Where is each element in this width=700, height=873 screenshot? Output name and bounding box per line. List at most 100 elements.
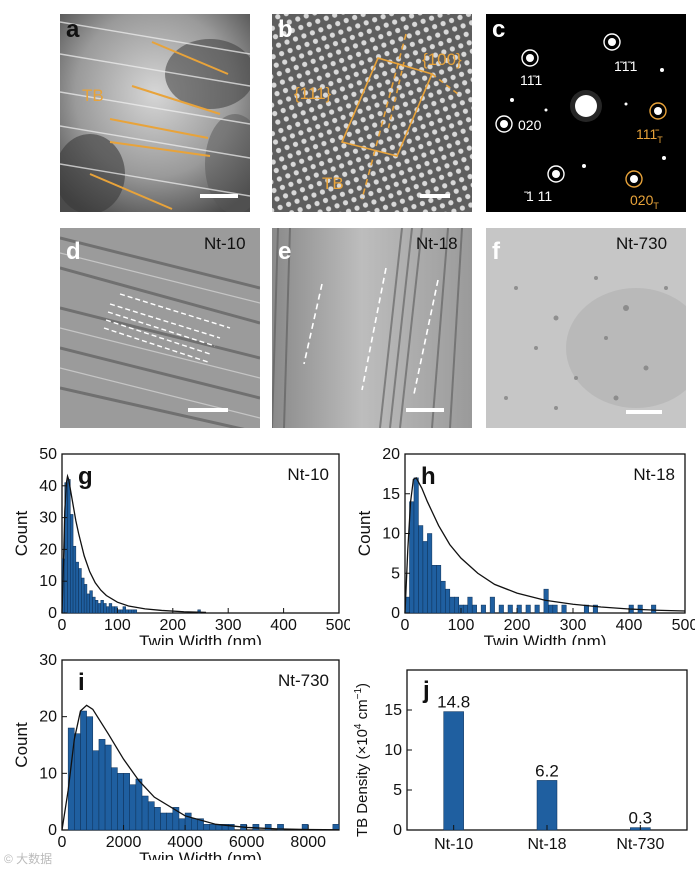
histogram-bar	[166, 812, 174, 831]
histogram-bar	[440, 580, 446, 614]
histogram-bar	[72, 545, 77, 614]
chart-panel-label: j	[422, 677, 430, 704]
panel-d-scale-bar	[188, 408, 228, 412]
x-tick-label: 100	[448, 617, 475, 634]
histogram-bar	[422, 541, 428, 614]
y-tick-label: 5	[391, 565, 400, 582]
panel-a-tb-annotation: TB	[82, 86, 104, 105]
panel-f-sample-tag: Nt-730	[616, 234, 668, 253]
histogram-bar	[97, 603, 102, 614]
histogram-bar	[125, 609, 129, 614]
y-axis-label: Count	[12, 722, 31, 768]
x-tick-label: 2000	[106, 834, 142, 851]
y-tick-label: 20	[382, 446, 400, 463]
y-axis-label: Count	[355, 511, 374, 557]
x-tick-label: 400	[270, 617, 297, 634]
histogram-bar	[83, 584, 88, 614]
spot-label-1: 11̄1	[520, 72, 543, 88]
panel-a-tem-image: a TB	[60, 14, 250, 212]
y-tick-label: 15	[382, 486, 400, 503]
panel-e-scale-bar	[406, 408, 444, 412]
y-tick-label: 0	[48, 822, 57, 839]
histogram-bar	[480, 604, 486, 614]
histogram-bar	[418, 525, 424, 614]
histogram-bar	[89, 590, 93, 614]
histogram-bar	[534, 604, 540, 614]
histogram-bar	[80, 710, 87, 831]
histogram-bar	[592, 604, 598, 614]
panel-b-hrtem-image: b {111} {100} TB	[272, 14, 472, 212]
y-tick-label: 0	[48, 605, 57, 622]
y-tick-label: 10	[39, 765, 57, 782]
histogram-bar	[74, 733, 81, 831]
panel-e-sample-tag: Nt-18	[416, 234, 458, 253]
histogram-bar	[135, 778, 143, 831]
y-tick-label: 30	[39, 652, 57, 669]
data-label: 0.3	[629, 809, 653, 828]
histogram-bar	[552, 604, 558, 614]
chart-panel-label: h	[421, 463, 436, 490]
x-axis-label: Twin Width (nm)	[139, 849, 262, 860]
histogram-bar	[70, 514, 74, 614]
histogram-bar	[467, 596, 473, 614]
fit-curve	[404, 476, 686, 614]
sample-name: Nt-18	[633, 465, 675, 484]
histogram-bar	[507, 604, 513, 614]
histogram-bar	[110, 767, 118, 831]
histogram-bar	[178, 818, 186, 831]
category-label: Nt-730	[616, 836, 664, 853]
histogram-bar	[209, 824, 217, 831]
histogram-bar	[154, 807, 161, 831]
panel-f-tem-image: f Nt-730	[486, 228, 686, 428]
x-tick-label: 200	[504, 617, 531, 634]
fit-curve	[61, 473, 207, 614]
histogram-bar	[117, 773, 124, 831]
chart-i-nt730-histogram: 0 2000 4000 6000 8000 0 10 20 30 Twin Width (nm) C…	[12, 652, 340, 860]
panel-c-diffraction: c 11̄1 1̄1̄1 020 111̄T ̄1 11 020T	[486, 14, 686, 212]
panel-a-micrograph	[60, 14, 250, 212]
histogram-bar	[106, 606, 110, 614]
fit-curve	[61, 704, 340, 831]
chart-j-tb-density-bars: 14.8 Nt-10 6.2 Nt-18 0.3 Nt-730 0 5 10 15 TB Densi…	[353, 669, 688, 853]
panel-c-label: c	[492, 16, 506, 43]
panel-e-label: e	[278, 238, 292, 265]
histogram-bar	[498, 604, 504, 614]
histogram-bar	[454, 596, 460, 614]
histogram-bar	[436, 565, 442, 614]
panel-b-100-annotation: {100}	[422, 50, 462, 69]
histogram-bar	[103, 603, 107, 614]
chart-h-nt18-histogram: 0 100 200 300 400 500 0 5 10 15 20 Twin Width (nm) C…	[355, 446, 695, 645]
histogram-bar	[264, 824, 272, 831]
category-label: Nt-18	[527, 836, 566, 853]
category-label: Nt-10	[434, 836, 473, 853]
panel-a-label: a	[66, 16, 80, 43]
data-label: 6.2	[535, 761, 559, 780]
y-tick-label: 20	[39, 709, 57, 726]
histogram-bar	[413, 477, 419, 614]
x-tick-label: 0	[58, 834, 67, 851]
histogram-bar	[489, 596, 495, 614]
histogram-bar	[133, 609, 138, 614]
x-tick-label: 8000	[290, 834, 326, 851]
panel-f-scale-bar	[626, 410, 662, 414]
histogram-bar	[67, 479, 71, 614]
histogram-bar	[160, 812, 167, 831]
histogram-bar	[92, 596, 96, 614]
x-tick-label: 6000	[229, 834, 265, 851]
chart-panel-label: g	[78, 463, 93, 490]
x-tick-label: 4000	[167, 834, 203, 851]
histogram-bar	[131, 609, 135, 614]
y-tick-label: 20	[39, 541, 57, 558]
y-tick-label: 15	[384, 702, 402, 719]
x-tick-label: 0	[401, 617, 410, 634]
histogram-bar	[227, 824, 235, 831]
histogram-bar	[122, 606, 126, 614]
panel-d-micrograph	[60, 228, 260, 428]
y-axis-label-exp1: 4	[353, 723, 364, 729]
panel-b-label: b	[278, 16, 293, 43]
panel-d-tem-image: d Nt-10	[60, 228, 260, 428]
panel-b-scale-bar	[420, 194, 450, 198]
x-tick-label: 400	[616, 617, 643, 634]
x-axis-label: Twin Width (nm)	[139, 632, 262, 645]
histogram-bar	[445, 588, 451, 614]
